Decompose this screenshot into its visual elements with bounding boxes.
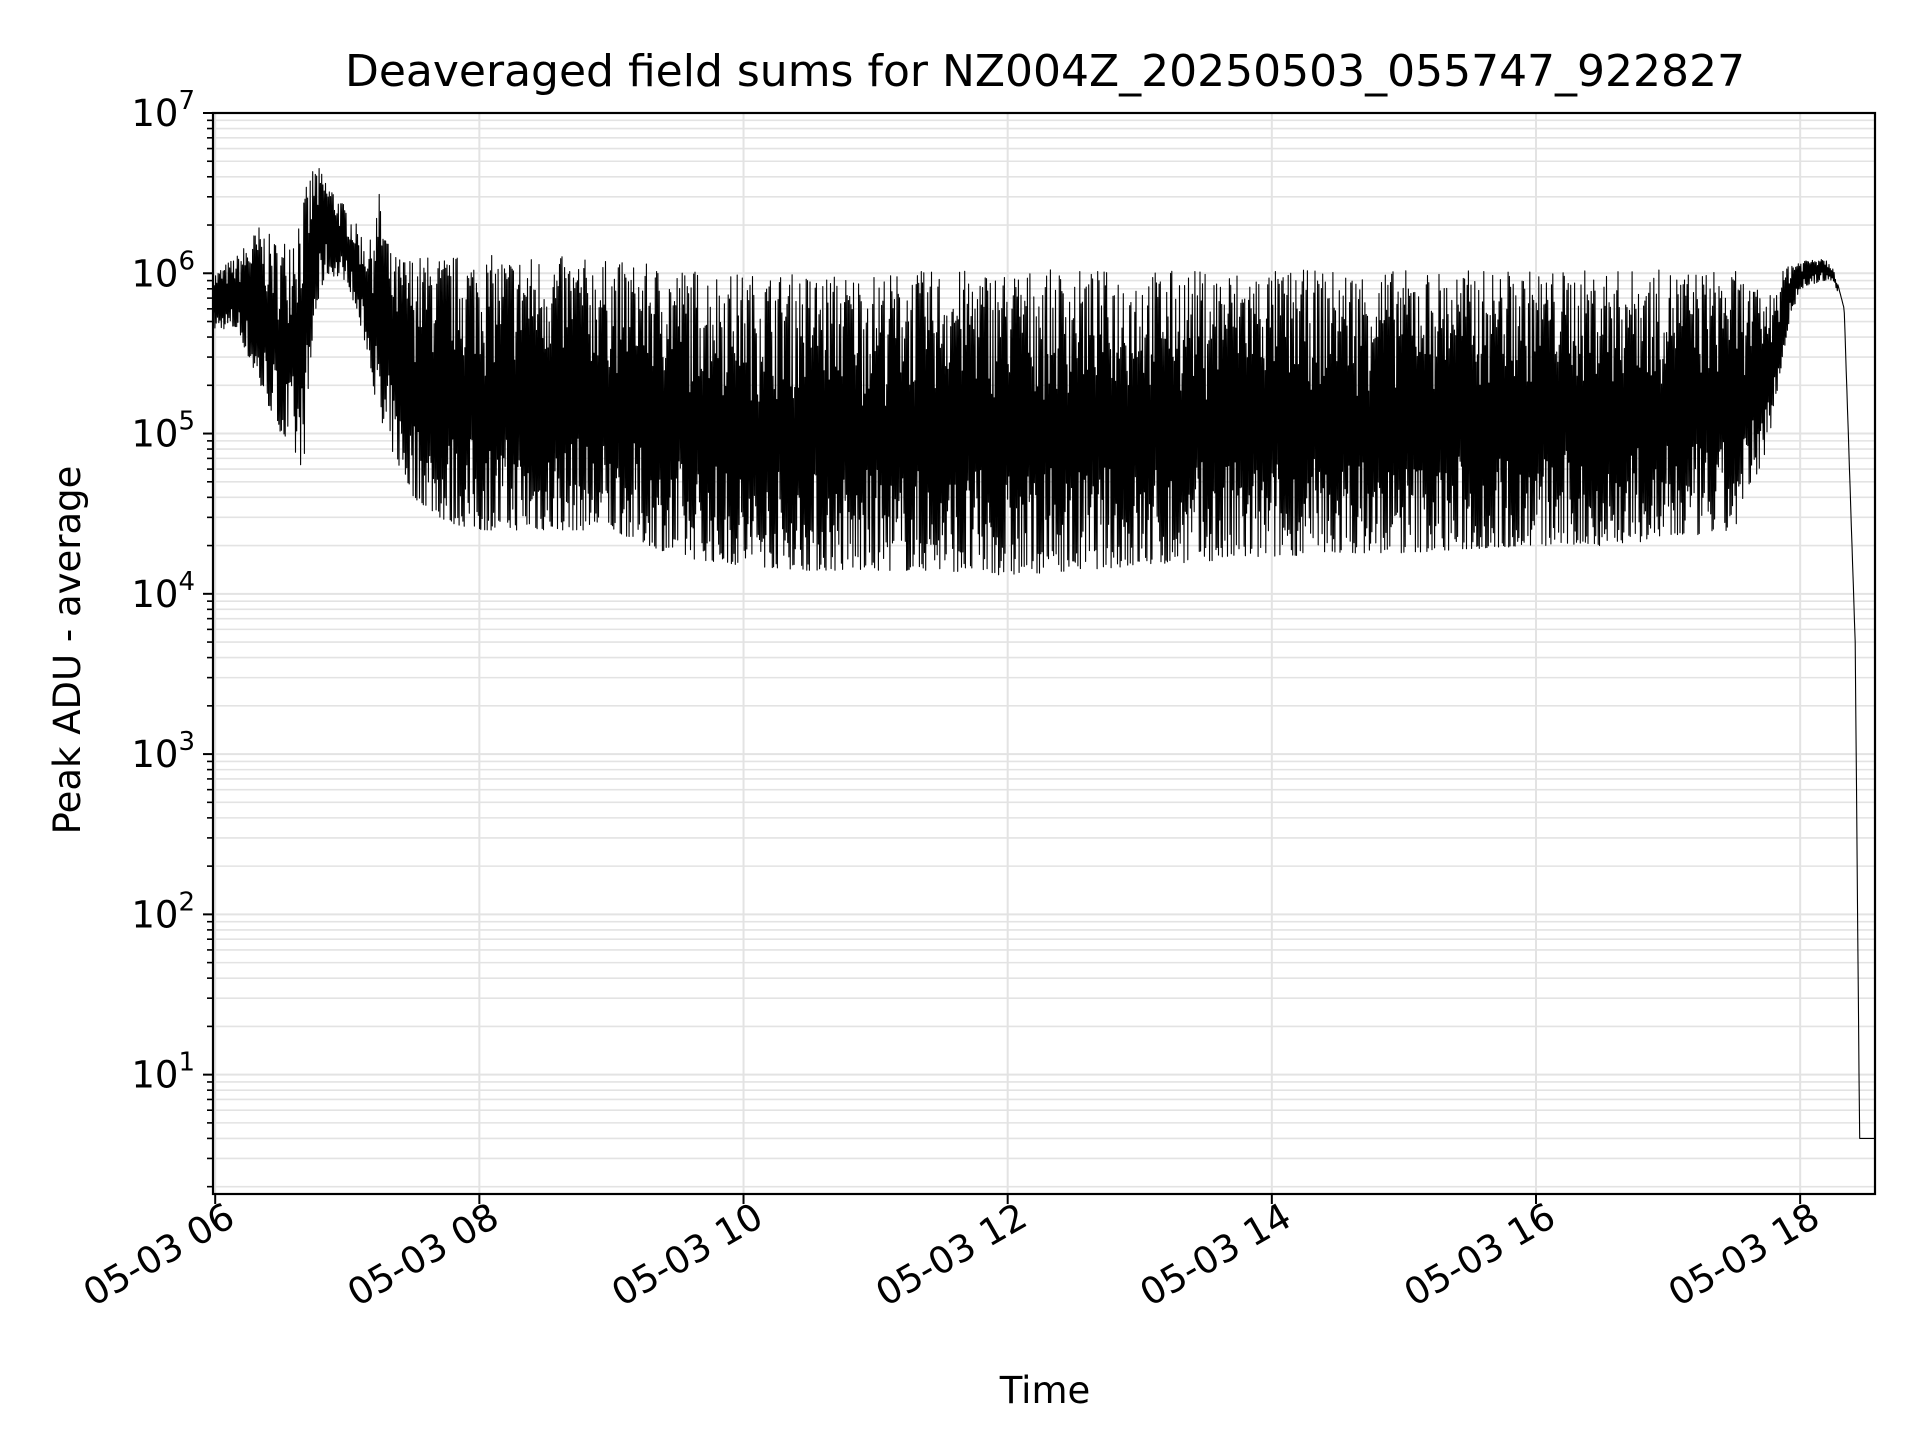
y-tick-label: 107 bbox=[131, 86, 195, 135]
x-axis-label: Time bbox=[999, 1369, 1091, 1412]
y-tick-label: 106 bbox=[131, 246, 195, 295]
chart-title: Deaveraged field sums for NZ004Z_2025050… bbox=[345, 46, 1745, 97]
axes-frame bbox=[211, 111, 1877, 1196]
data-line bbox=[212, 168, 1875, 1139]
y-tick-label: 105 bbox=[131, 407, 195, 456]
y-tick-label: 101 bbox=[131, 1048, 195, 1097]
y-tick-label: 103 bbox=[131, 727, 195, 776]
y-tick-label: 104 bbox=[131, 567, 195, 616]
data-series bbox=[212, 168, 1875, 1139]
y-axis-label: Peak ADU - average bbox=[46, 466, 89, 835]
y-tick-label: 102 bbox=[131, 887, 195, 936]
